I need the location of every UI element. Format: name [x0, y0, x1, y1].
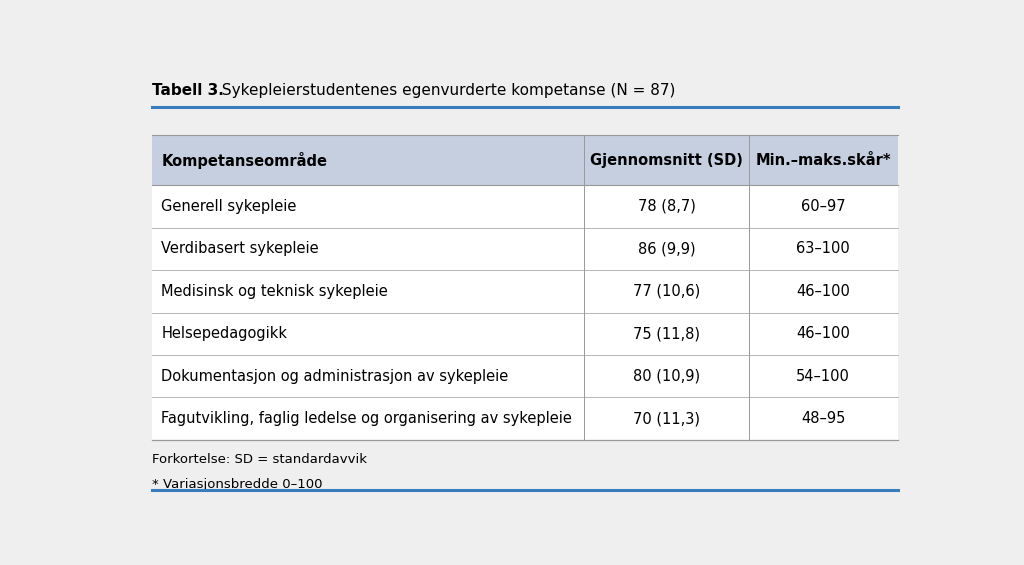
Bar	[152, 135, 898, 185]
Text: Forkortelse: SD = standardavvik: Forkortelse: SD = standardavvik	[152, 453, 367, 466]
Text: Helsepedagogikk: Helsepedagogikk	[162, 326, 288, 341]
Text: 80 (10,9): 80 (10,9)	[633, 368, 700, 384]
Text: 70 (11,3): 70 (11,3)	[633, 411, 700, 426]
Text: Sykepleierstudentenes egenvurderte kompetanse (N = 87): Sykepleierstudentenes egenvurderte kompe…	[217, 83, 675, 98]
Text: 77 (10,6): 77 (10,6)	[633, 284, 700, 299]
Bar	[152, 397, 898, 440]
Text: Tabell 3.: Tabell 3.	[152, 83, 223, 98]
Bar	[152, 355, 898, 397]
Bar	[152, 270, 898, 312]
Text: 78 (8,7): 78 (8,7)	[638, 199, 695, 214]
Text: 60–97: 60–97	[801, 199, 846, 214]
Text: Generell sykepleie: Generell sykepleie	[162, 199, 297, 214]
Text: 63–100: 63–100	[797, 241, 850, 257]
Text: 86 (9,9): 86 (9,9)	[638, 241, 695, 257]
Text: Medisinsk og teknisk sykepleie: Medisinsk og teknisk sykepleie	[162, 284, 388, 299]
Text: Gjennomsnitt (SD): Gjennomsnitt (SD)	[590, 153, 743, 168]
Text: 54–100: 54–100	[797, 368, 850, 384]
Text: Min.–maks.skår*: Min.–maks.skår*	[756, 153, 891, 168]
Text: Kompetanseområde: Kompetanseområde	[162, 152, 328, 169]
Text: Verdibasert sykepleie: Verdibasert sykepleie	[162, 241, 318, 257]
Text: 75 (11,8): 75 (11,8)	[633, 326, 700, 341]
Text: 46–100: 46–100	[797, 284, 850, 299]
Text: * Variasjonsbredde 0–100: * Variasjonsbredde 0–100	[152, 478, 323, 491]
Text: Dokumentasjon og administrasjon av sykepleie: Dokumentasjon og administrasjon av sykep…	[162, 368, 509, 384]
Bar	[152, 185, 898, 228]
Text: Fagutvikling, faglig ledelse og organisering av sykepleie: Fagutvikling, faglig ledelse og organise…	[162, 411, 572, 426]
Bar	[152, 312, 898, 355]
Text: 46–100: 46–100	[797, 326, 850, 341]
Text: 48–95: 48–95	[801, 411, 846, 426]
Bar	[152, 228, 898, 270]
